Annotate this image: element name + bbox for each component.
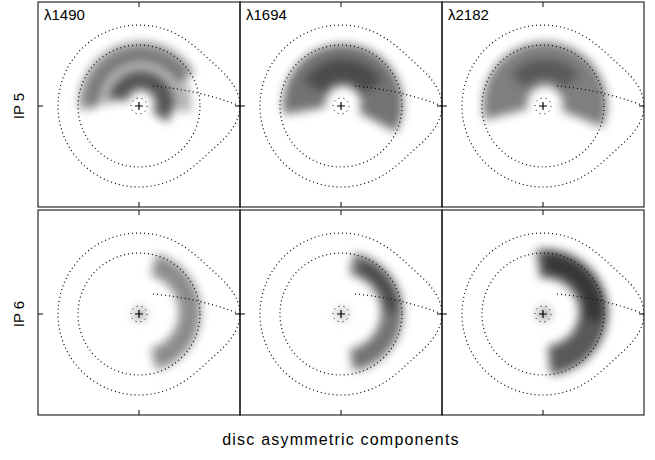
emission-arc xyxy=(350,253,403,371)
map-area xyxy=(58,233,240,395)
map-area xyxy=(462,233,644,395)
disc-radius xyxy=(280,45,402,167)
roche-lobe xyxy=(260,25,442,187)
stream-trajectory xyxy=(355,294,442,314)
frame-tick xyxy=(240,2,442,207)
panel-frame xyxy=(38,2,240,207)
centre-cross xyxy=(337,102,345,110)
frame-tick xyxy=(240,210,442,415)
centre-cross xyxy=(539,102,547,110)
frame-tick xyxy=(442,210,644,415)
disc-radius xyxy=(78,45,200,167)
panel: λ2182 xyxy=(442,2,644,207)
column-label: λ1490 xyxy=(44,6,85,23)
row-label: IP 6 xyxy=(10,301,27,327)
roche-lobe xyxy=(58,25,240,187)
panel: λ1694 xyxy=(240,2,442,207)
emission-arc xyxy=(511,59,580,88)
row-label: IP 5 xyxy=(10,93,27,119)
intensity xyxy=(79,42,195,122)
disc-radius xyxy=(280,253,402,375)
primary-orbit xyxy=(535,306,551,322)
emission-arc xyxy=(151,254,201,370)
disc-radius xyxy=(482,45,604,167)
emission-arc xyxy=(483,42,607,127)
stream-trajectory xyxy=(355,86,442,106)
intensity xyxy=(536,249,608,375)
centre-cross xyxy=(539,310,547,318)
primary-orbit xyxy=(333,98,349,114)
primary-orbit xyxy=(333,306,349,322)
panel xyxy=(240,210,442,415)
primary-orbit xyxy=(535,98,551,114)
emission-arc xyxy=(357,259,399,312)
disc-radius xyxy=(78,253,200,375)
panel-frame xyxy=(442,210,644,415)
intensity xyxy=(283,44,403,132)
column-label: λ1694 xyxy=(246,6,287,23)
roche-lobe xyxy=(462,25,644,187)
map-area xyxy=(260,25,442,187)
stream-trajectory xyxy=(557,294,644,314)
panel xyxy=(38,210,240,415)
emission-arc xyxy=(545,254,603,322)
map-area xyxy=(58,25,240,187)
panel-frame xyxy=(240,210,442,415)
primary-orbit xyxy=(131,98,147,114)
centre-cross xyxy=(135,102,143,110)
intensity xyxy=(335,253,403,371)
map-area xyxy=(260,233,442,395)
disc-radius xyxy=(482,253,604,375)
emission-arc xyxy=(91,54,191,113)
map-area xyxy=(462,25,644,187)
figure: λ1490 λ1694 λ2182 IP 5 IP 6 disc asymmetric c… xyxy=(0,0,655,460)
emission-arc xyxy=(536,249,608,375)
roche-lobe xyxy=(58,233,240,395)
stream-trajectory xyxy=(557,86,644,106)
centre-cross xyxy=(135,310,143,318)
column-label: λ2182 xyxy=(448,6,489,23)
stream-trajectory xyxy=(153,86,240,106)
primary-orbit xyxy=(131,306,147,322)
panel xyxy=(442,210,644,415)
frame-tick xyxy=(38,2,240,207)
emission-arc xyxy=(304,59,382,93)
roche-lobe xyxy=(260,233,442,395)
frame-tick xyxy=(442,2,644,207)
panel: λ1490 xyxy=(38,2,240,207)
panel-frame xyxy=(38,210,240,415)
intensity xyxy=(133,254,201,370)
panel-frame xyxy=(442,2,644,207)
x-axis-title: disc asymmetric components xyxy=(222,431,460,448)
frame-tick xyxy=(38,210,240,415)
centre-cross xyxy=(337,310,345,318)
emission-arc xyxy=(283,44,403,132)
stream-trajectory xyxy=(153,294,240,314)
panel-frame xyxy=(240,2,442,207)
roche-lobe xyxy=(462,233,644,395)
intensity xyxy=(483,42,607,127)
